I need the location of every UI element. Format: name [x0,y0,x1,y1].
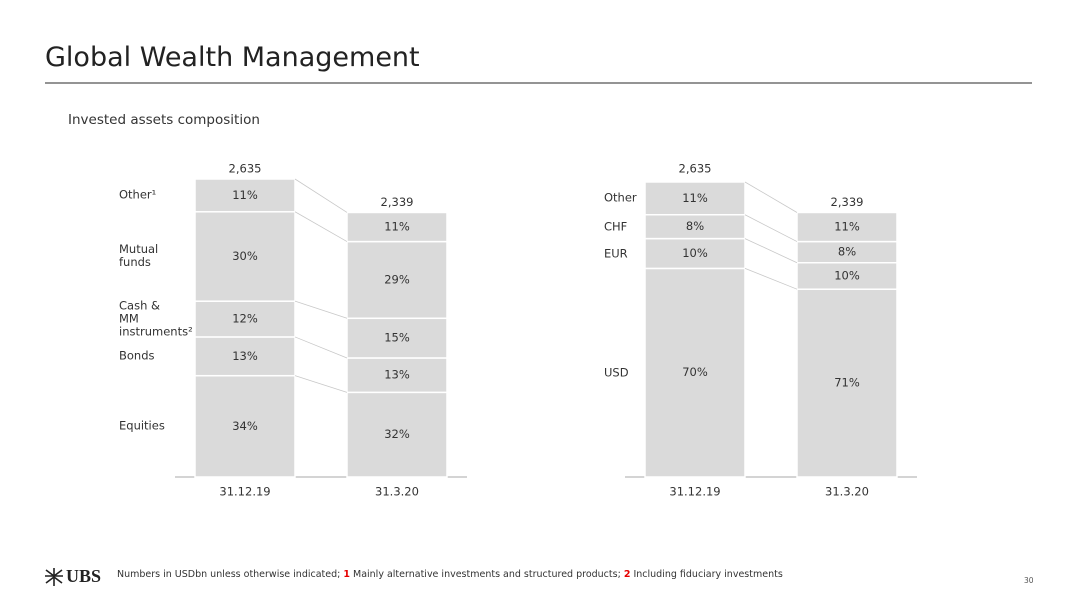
bar-segment [644,181,746,216]
series-label: Cash & MM instruments² [119,298,193,339]
connector [294,336,348,359]
value-label: 34% [232,419,258,433]
x-tick-label: 31.3.20 [375,485,419,499]
value-label: 8% [686,219,704,233]
series-label: CHF [604,219,628,234]
series-label: Other¹ [119,187,157,202]
connector [294,178,348,213]
bar-segment [796,288,898,478]
series-label: Other [604,190,637,205]
bar-segment [796,211,898,243]
footnote-ref: 1 [343,569,350,580]
value-label: 10% [682,246,708,260]
value-label: 29% [384,272,410,286]
total-label: 2,635 [229,162,262,176]
value-label: 13% [384,368,410,382]
series-label: Equities [119,418,165,433]
value-label: 15% [384,331,410,345]
bar-segment [194,300,296,338]
value-label: 11% [682,191,708,205]
bar-segment [194,336,296,377]
value-label: 11% [384,220,410,234]
value-label: 11% [232,188,258,202]
bar-segment [346,211,448,243]
bar-segment [644,237,746,270]
x-tick-label: 31.12.19 [669,485,720,499]
connector [294,300,348,319]
connector [744,268,798,290]
series-label: EUR [604,246,628,260]
value-label: 8% [838,245,856,259]
bar-segment [194,374,296,478]
bar-segment [346,357,448,394]
bar-segment [194,178,296,213]
x-tick-label: 31.3.20 [825,485,869,499]
series-label: Bonds [119,348,155,363]
footnote-text: Numbers in USDbn unless otherwise indica… [117,569,344,580]
total-label: 2,635 [679,162,712,176]
bar-segment [346,317,448,359]
connector [744,214,798,242]
value-label: 10% [834,268,860,282]
value-label: 11% [834,220,860,234]
series-label: Mutual funds [119,242,159,270]
footnote: Numbers in USDbn unless otherwise indica… [117,569,783,580]
value-label: 13% [232,349,258,363]
footnote-text: Including fiduciary investments [630,569,783,580]
logo: UBS [66,566,102,586]
connector [744,238,798,264]
value-label: 30% [232,249,258,263]
total-label: 2,339 [831,195,864,209]
connector [294,375,348,393]
x-tick-label: 31.12.19 [219,485,270,499]
footnote-ref: 2 [623,569,631,580]
series-label: USD [604,365,629,380]
footnote-text: Mainly alternative investments and struc… [349,569,624,580]
subtitle: Invested assets composition [68,112,260,128]
value-label: 70% [682,365,708,379]
value-label: 32% [384,427,410,441]
bar-segment [346,391,448,478]
bar-segment [644,267,746,478]
bar-segment [346,240,448,320]
logo-icon [45,568,63,586]
slide-title: Global Wealth Management [45,42,420,73]
page-number: 30 [1024,576,1034,585]
connector [294,211,348,242]
total-label: 2,339 [381,195,414,209]
value-label: 71% [834,376,860,390]
bar-segment [194,211,296,302]
connector [744,181,798,213]
value-label: 12% [232,312,258,326]
